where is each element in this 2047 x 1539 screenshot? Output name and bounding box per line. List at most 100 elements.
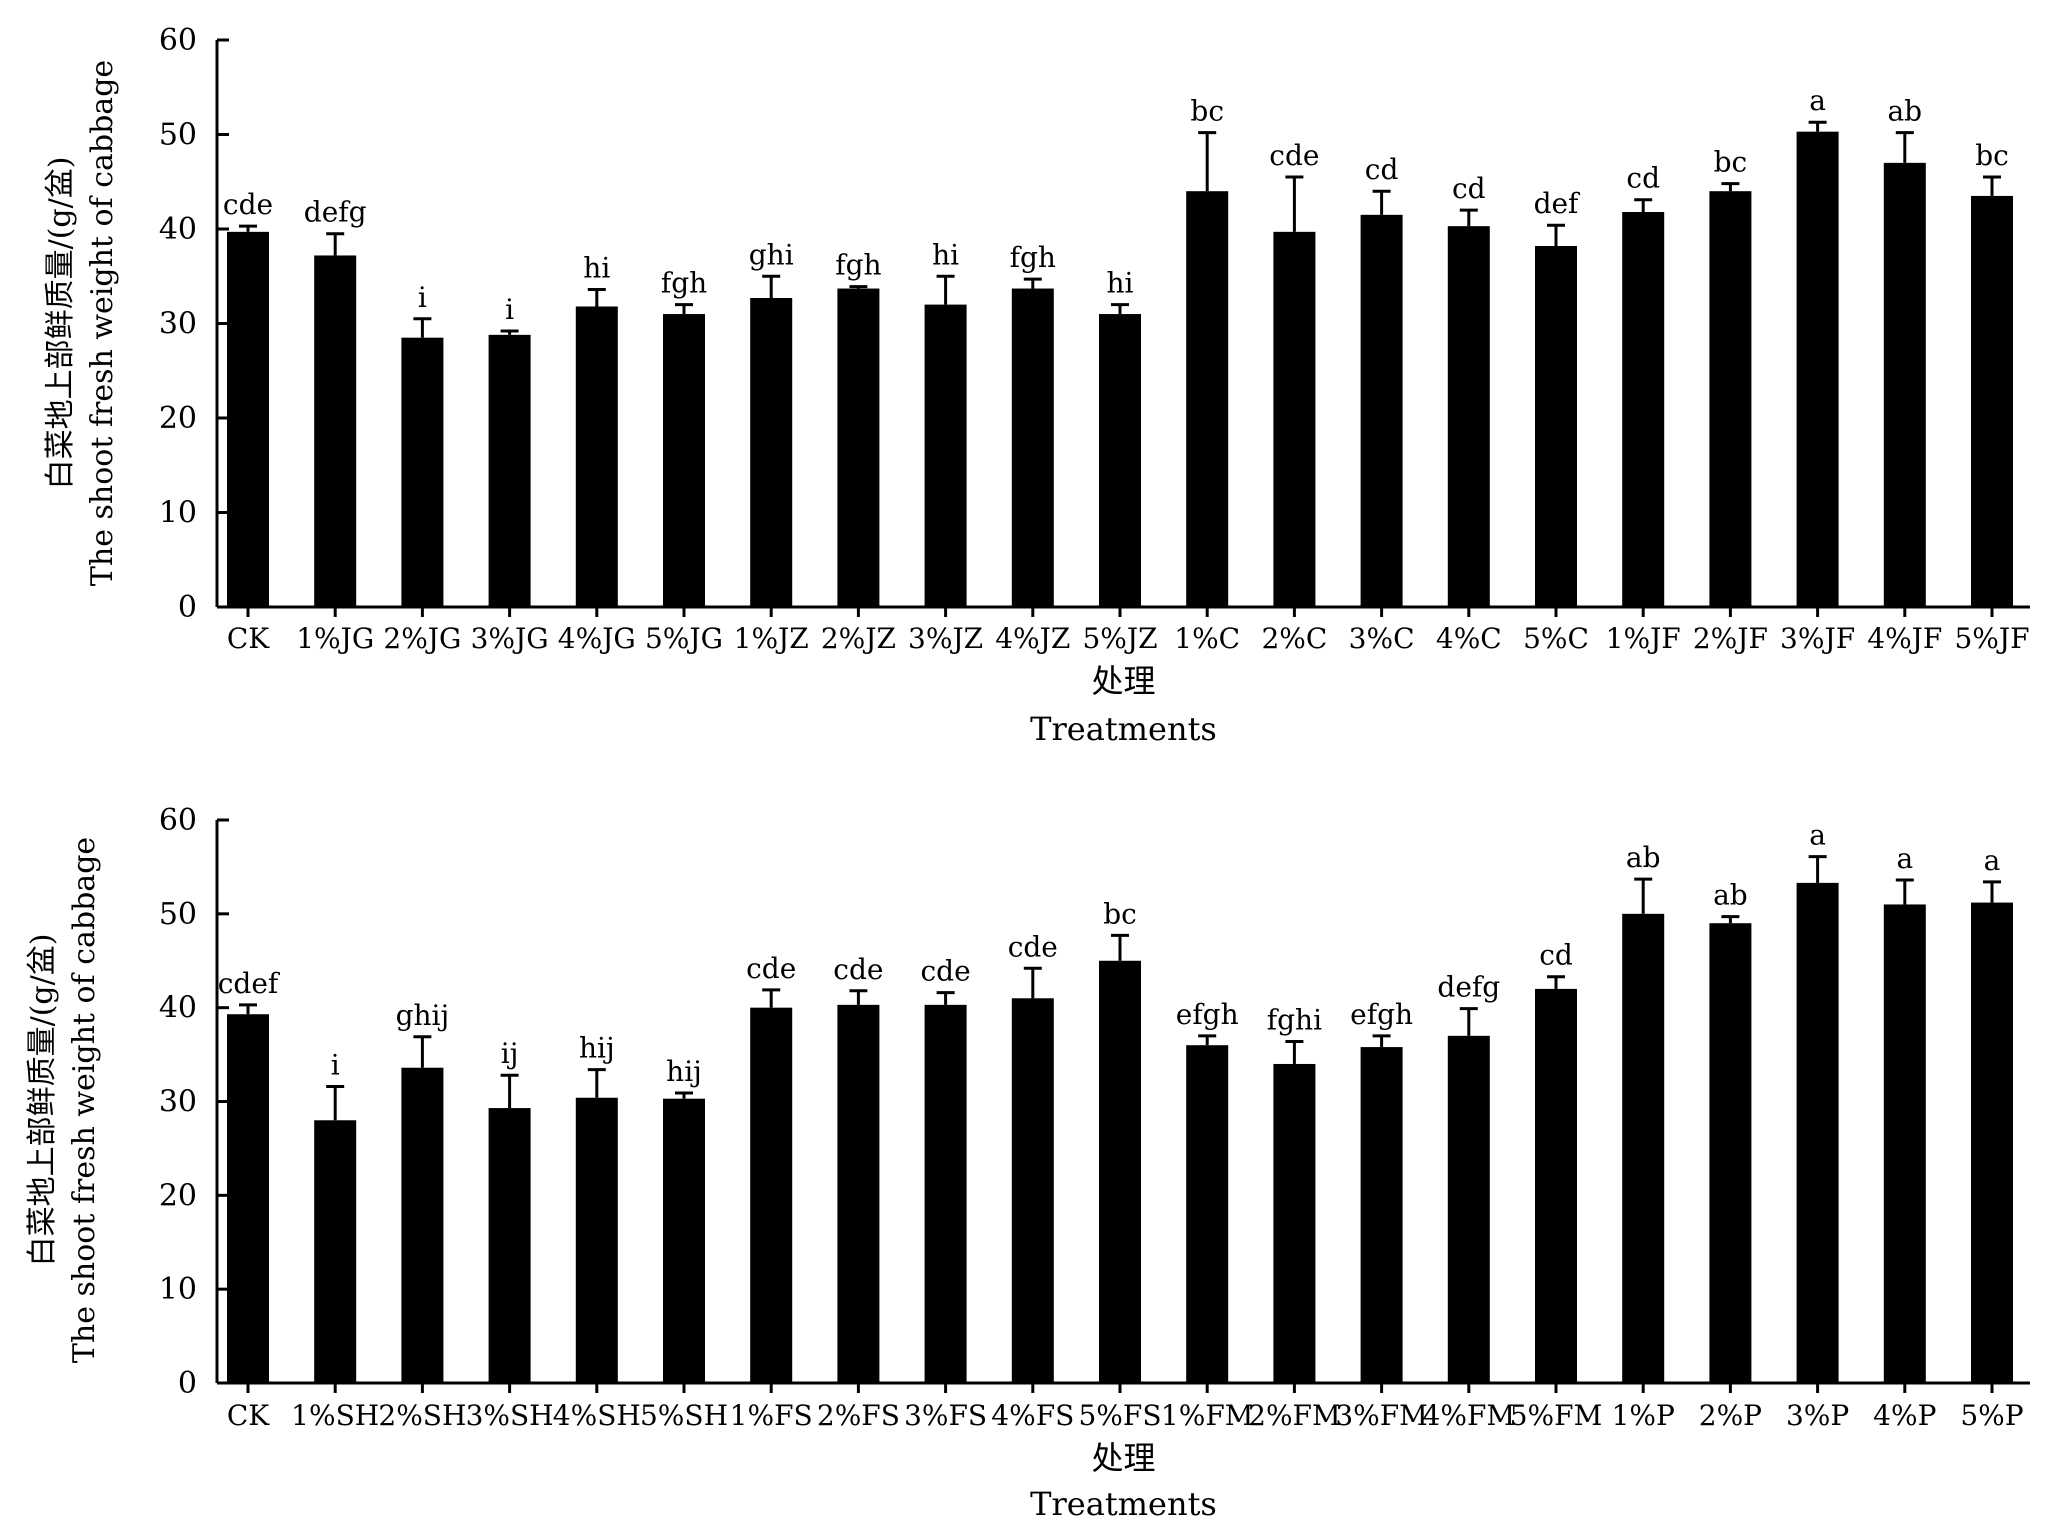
c1-bar xyxy=(1186,1045,1229,1383)
c0-category-label: 4%JG xyxy=(558,622,636,655)
c0-bar xyxy=(401,337,444,607)
c1-category-label: 5%FS xyxy=(1078,1399,1161,1432)
c1-y-tick-label: 0 xyxy=(178,1366,197,1401)
c0-bar xyxy=(1971,195,2013,608)
c1-category-label: 2%P xyxy=(1699,1399,1762,1432)
c0-y-tick-label: 10 xyxy=(159,496,197,531)
c1-bar xyxy=(1622,913,1665,1383)
c1-significance-label: ij xyxy=(501,1037,519,1070)
c0-category-label: 3%JG xyxy=(471,622,549,655)
c0-bar xyxy=(1099,314,1141,607)
c0-y-tick-label: 50 xyxy=(159,118,197,153)
c0-x-axis-title-en: Treatments xyxy=(1030,710,1217,748)
c0-significance-label: bc xyxy=(1190,95,1224,128)
c1-bar xyxy=(1709,923,1752,1383)
c1-category-label: 4%FS xyxy=(991,1399,1074,1432)
c1-bar xyxy=(488,1108,531,1383)
c1-significance-label: ab xyxy=(1713,879,1748,912)
c1-category-label: 5%FM xyxy=(1510,1399,1603,1432)
c0-bar xyxy=(663,314,705,607)
c0-significance-label: hi xyxy=(1107,267,1134,300)
c1-significance-label: ab xyxy=(1626,841,1661,874)
c0-significance-label: a xyxy=(1809,84,1826,117)
c1-category-label: 5%SH xyxy=(640,1399,728,1432)
c1-category-label: 1%FS xyxy=(730,1399,813,1432)
c1-x-axis-title-cn: 处理 xyxy=(1091,1439,1155,1477)
c0-significance-label: ab xyxy=(1887,95,1922,128)
c1-y-tick-label: 30 xyxy=(159,1085,197,1120)
c1-bar xyxy=(1099,960,1141,1383)
c1-bar xyxy=(1883,904,1926,1383)
c0-category-label: 5%JG xyxy=(645,622,723,655)
c0-category-label: 1%JZ xyxy=(734,622,809,655)
c1-y-tick-label: 50 xyxy=(159,897,197,932)
c0-bar xyxy=(1796,131,1839,608)
c0-category-label: 4%JF xyxy=(1867,622,1942,655)
c1-bar xyxy=(314,1120,357,1383)
c0-category-label: 3%JF xyxy=(1780,622,1855,655)
c0-category-label: 4%C xyxy=(1436,622,1502,655)
c1-category-label: 3%FM xyxy=(1335,1399,1428,1432)
c1-significance-label: i xyxy=(331,1048,340,1081)
c1-y-tick-label: 10 xyxy=(159,1272,197,1307)
c1-category-label: CK xyxy=(227,1399,270,1432)
c1-category-label: 4%P xyxy=(1873,1399,1936,1432)
c1-bar xyxy=(1273,1063,1316,1383)
c1-significance-label: ghij xyxy=(396,999,450,1032)
c1-bar xyxy=(575,1097,618,1383)
c1-bar xyxy=(924,1004,967,1383)
c1-significance-label: a xyxy=(1809,819,1826,852)
c0-bar xyxy=(227,231,269,607)
c1-bar xyxy=(1535,988,1577,1383)
c0-bar xyxy=(1360,214,1403,607)
c0-bar xyxy=(750,297,793,607)
c0-y-axis-title-cn: 白菜地上部鲜质量/(g/盆) xyxy=(43,157,78,490)
c0-significance-label: hi xyxy=(583,251,610,284)
c0-significance-label: i xyxy=(418,281,427,314)
c0-category-label: 5%C xyxy=(1523,622,1589,655)
c0-bar xyxy=(314,255,357,607)
c1-bar xyxy=(1360,1047,1403,1383)
c0-significance-label: cd xyxy=(1365,153,1399,186)
c1-significance-label: hij xyxy=(579,1032,615,1065)
c0-significance-label: cd xyxy=(1626,162,1660,195)
c0-y-tick-label: 0 xyxy=(178,590,197,625)
c1-significance-label: efgh xyxy=(1176,998,1239,1031)
c0-bar xyxy=(1186,191,1229,607)
c1-significance-label: cde xyxy=(921,955,971,988)
c1-bar xyxy=(1011,998,1054,1383)
c1-category-label: 1%FM xyxy=(1161,1399,1254,1432)
c0-significance-label: fgh xyxy=(661,267,707,300)
c0-significance-label: fgh xyxy=(835,249,881,282)
c0-bar xyxy=(1883,162,1926,607)
c0-y-tick-label: 40 xyxy=(159,212,197,247)
c1-bar xyxy=(1796,882,1839,1383)
c0-category-label: 5%JZ xyxy=(1082,622,1157,655)
c1-bar xyxy=(750,1007,793,1383)
c1-category-label: 3%FS xyxy=(904,1399,987,1432)
c0-bar xyxy=(1011,288,1054,607)
c0-bar xyxy=(1447,226,1490,608)
c1-significance-label: cdef xyxy=(218,967,281,1000)
c0-category-label: 3%JZ xyxy=(908,622,983,655)
c0-significance-label: cde xyxy=(1269,139,1319,172)
c0-bar xyxy=(924,304,967,607)
c1-bar xyxy=(401,1067,444,1383)
c1-bar xyxy=(227,1014,269,1383)
c1-category-label: 1%SH xyxy=(291,1399,379,1432)
c0-bar xyxy=(837,288,880,607)
c1-significance-label: a xyxy=(1984,844,2001,877)
c1-bar xyxy=(1447,1035,1490,1383)
c1-category-label: 2%SH xyxy=(378,1399,466,1432)
c1-bar xyxy=(1971,902,2013,1383)
c1-significance-label: defg xyxy=(1437,971,1500,1004)
c0-category-label: 2%C xyxy=(1261,622,1327,655)
c0-significance-label: cde xyxy=(223,188,273,221)
c0-category-label: 2%JF xyxy=(1693,622,1768,655)
c0-y-tick-label: 20 xyxy=(159,401,197,436)
c0-category-label: CK xyxy=(227,622,270,655)
c1-significance-label: hij xyxy=(666,1055,702,1088)
c0-category-label: 2%JG xyxy=(383,622,461,655)
c1-significance-label: cd xyxy=(1539,939,1573,972)
